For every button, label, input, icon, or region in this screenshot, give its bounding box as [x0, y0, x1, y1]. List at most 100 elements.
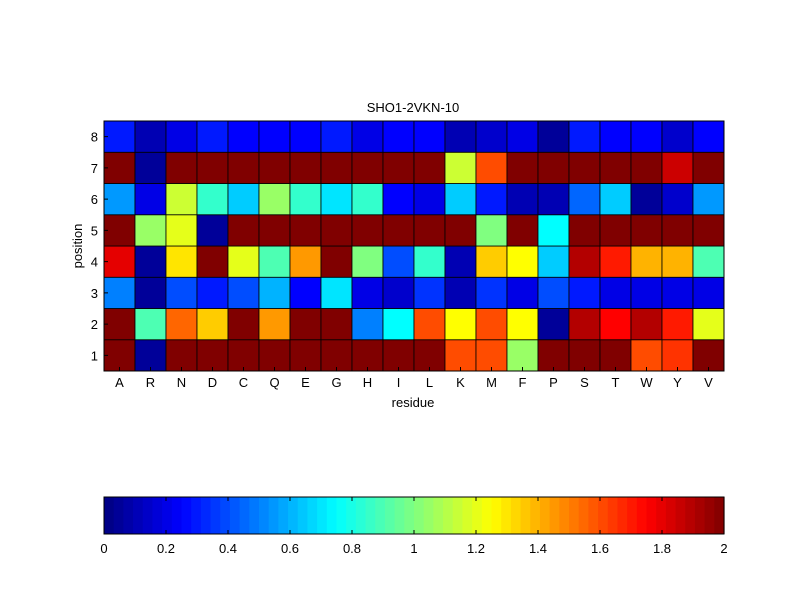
heatmap-cell: [103, 151, 136, 184]
colorbar-segment: [162, 497, 173, 534]
heatmap-cell: [506, 120, 539, 153]
heatmap-cell: [630, 151, 663, 184]
heatmap-cell: [320, 183, 353, 216]
colorbar-tick-label: 1.2: [467, 541, 485, 556]
heatmap-cell: [165, 214, 198, 247]
heatmap-cell: [537, 339, 570, 372]
colorbar: [104, 497, 725, 534]
colorbar-segment: [491, 497, 502, 534]
heatmap-cell: [134, 120, 167, 153]
colorbar-segment: [665, 497, 677, 534]
heatmap-cell: [196, 276, 229, 309]
colorbar-segment: [375, 497, 386, 534]
heatmap-cell: [382, 151, 415, 184]
heatmap-cell: [289, 339, 322, 372]
y-tick-label: 6: [91, 192, 98, 207]
colorbar-segment: [307, 497, 318, 534]
heatmap-cells: [103, 120, 725, 372]
x-tick-label: A: [115, 375, 124, 390]
colorbar-segment: [297, 497, 309, 534]
colorbar-segment: [714, 497, 725, 534]
heatmap-cell: [413, 276, 446, 309]
colorbar-tick-label: 0.2: [157, 541, 175, 556]
heatmap-cell: [413, 183, 446, 216]
heatmap-cell: [258, 339, 291, 372]
heatmap-cell: [351, 276, 384, 309]
heatmap-cell: [661, 339, 694, 372]
heatmap-cell: [568, 308, 601, 341]
heatmap-cell: [196, 308, 229, 341]
x-tick-label: K: [456, 375, 465, 390]
heatmap-cell: [165, 245, 198, 278]
colorbar-segment: [598, 497, 609, 534]
colorbar-segment: [530, 497, 541, 534]
heatmap-cell: [103, 120, 136, 153]
heatmap-cell: [599, 151, 632, 184]
colorbar-segment: [152, 497, 163, 534]
heatmap-cell: [103, 214, 136, 247]
y-tick-label: 7: [91, 161, 98, 176]
heatmap-cell: [506, 308, 539, 341]
colorbar-tick-label: 0.6: [281, 541, 299, 556]
x-tick-label: R: [146, 375, 155, 390]
colorbar-segment: [549, 497, 560, 534]
colorbar-segment: [191, 497, 202, 534]
colorbar-segment: [142, 497, 154, 534]
colorbar-segment: [355, 497, 367, 534]
y-axis-label: position: [70, 224, 85, 269]
colorbar-segment: [481, 497, 493, 534]
heatmap-cell: [351, 308, 384, 341]
colorbar-segment: [520, 497, 531, 534]
x-tick-label: S: [580, 375, 589, 390]
heatmap-cell: [165, 120, 198, 153]
x-tick-label: V: [704, 375, 713, 390]
heatmap-cell: [227, 183, 260, 216]
heatmap-cell: [692, 276, 725, 309]
heatmap-cell: [661, 276, 694, 309]
heatmap-cell: [258, 151, 291, 184]
heatmap-cell: [289, 151, 322, 184]
heatmap-cell: [630, 245, 663, 278]
colorbar-segment: [636, 497, 648, 534]
heatmap-cell: [165, 308, 198, 341]
heatmap-cell: [661, 245, 694, 278]
colorbar-tick-label: 1.4: [529, 541, 547, 556]
heatmap-cell: [196, 214, 229, 247]
heatmap-cell: [165, 151, 198, 184]
heatmap-cell: [599, 214, 632, 247]
heatmap-cell: [227, 245, 260, 278]
heatmap-cell: [227, 339, 260, 372]
colorbar-tick-label: 1: [410, 541, 417, 556]
colorbar-segment: [171, 497, 183, 534]
colorbar-segment: [414, 497, 425, 534]
heatmap-cell: [537, 151, 570, 184]
heatmap-cell: [413, 151, 446, 184]
colorbar-segment: [443, 497, 454, 534]
heatmap-cell: [444, 245, 477, 278]
heatmap-cell: [599, 120, 632, 153]
colorbar-segment: [288, 497, 299, 534]
heatmap-cell: [227, 276, 260, 309]
heatmap-cell: [413, 308, 446, 341]
x-tick-label: G: [331, 375, 341, 390]
heatmap-cell: [692, 120, 725, 153]
x-tick-label: D: [208, 375, 217, 390]
colorbar-segment: [685, 497, 696, 534]
heatmap-cell: [351, 183, 384, 216]
colorbar-tick-label: 0.4: [219, 541, 237, 556]
heatmap-cell: [165, 276, 198, 309]
heatmap-cell: [382, 339, 415, 372]
heatmap-cell: [444, 308, 477, 341]
heatmap-cell: [258, 120, 291, 153]
heatmap-cell: [196, 245, 229, 278]
heatmap-cell: [165, 339, 198, 372]
heatmap-cell: [630, 183, 663, 216]
colorbar-segment: [336, 497, 347, 534]
y-tick-label: 5: [91, 223, 98, 238]
heatmap-cell: [537, 214, 570, 247]
x-tick-label: H: [363, 375, 372, 390]
heatmap-cell: [475, 183, 508, 216]
heatmap-cell: [289, 183, 322, 216]
colorbar-segment: [472, 497, 483, 534]
